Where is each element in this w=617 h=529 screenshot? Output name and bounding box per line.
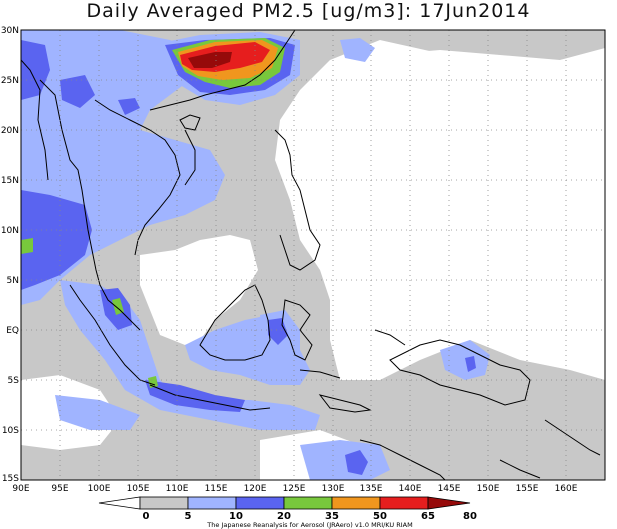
lon-label: 115E: [205, 484, 228, 494]
colorbar-segment: [331, 496, 381, 510]
colorbar: 0 5 10 20 35 50 65 80: [98, 496, 477, 522]
lon-label: 145E: [438, 484, 461, 494]
lat-label: 10S: [2, 426, 19, 436]
lon-label: 100E: [88, 484, 111, 494]
lat-label: 15S: [2, 474, 19, 484]
colorbar-segment: [283, 496, 333, 510]
band-10-20-new-guinea: [440, 340, 490, 380]
band-10-20-south: [300, 440, 390, 480]
colorbar-label: 5: [185, 511, 192, 522]
band-10-20-sea-west: [55, 395, 140, 430]
colorbar-label: 0: [143, 511, 150, 522]
colorbar-label: 65: [421, 511, 435, 522]
colorbar-segment: [379, 496, 429, 510]
colorbar-label: 50: [373, 511, 387, 522]
band-35-50-west: [21, 238, 33, 254]
lat-label: EQ: [6, 326, 19, 336]
graticule: [21, 30, 605, 480]
lat-label: 5S: [8, 376, 20, 386]
coastlines: [21, 30, 601, 480]
band-10-20-china-small: [340, 38, 375, 62]
band-20-35-west: [21, 190, 92, 290]
lon-label: 135E: [360, 484, 383, 494]
clean-ocean-pacific: [300, 50, 605, 350]
band-20-35-myanmar: [60, 75, 95, 108]
colorbar-max-triangle: [427, 496, 471, 510]
lon-label: 160E: [555, 484, 578, 494]
colorbar-segment: [235, 496, 285, 510]
colorbar-label: 20: [277, 511, 291, 522]
lon-label: 105E: [127, 484, 150, 494]
band-20-35-sulawesi: [268, 318, 288, 345]
lat-label: 20N: [1, 126, 19, 136]
lon-labels: 90E 95E 100E 105E 110E 115E 120E 125E 13…: [12, 484, 577, 494]
colorbar-label: 35: [325, 511, 339, 522]
band-20-35-gulf: [118, 98, 140, 115]
lat-label: 15N: [1, 176, 19, 186]
band-20-35-north-west: [21, 40, 50, 100]
lat-label: 5N: [7, 276, 19, 286]
lon-label: 125E: [283, 484, 306, 494]
lon-label: 130E: [322, 484, 345, 494]
lon-label: 150E: [477, 484, 500, 494]
lon-label: 90E: [12, 484, 29, 494]
lat-label: 25N: [1, 76, 19, 86]
lon-label: 155E: [516, 484, 539, 494]
clean-ocean-west: [140, 235, 258, 345]
band-20-35-timor: [345, 450, 368, 475]
colorbar-segment: [139, 496, 189, 510]
map-title: Daily Averaged PM2.5 [ug/m3]: 17Jun2014: [86, 0, 531, 22]
lat-label: 30N: [1, 26, 19, 36]
lon-label: 110E: [166, 484, 189, 494]
lon-label: 120E: [244, 484, 267, 494]
band-80-plus-china: [188, 52, 232, 68]
credit-line: The Japanese Reanalysis for Aerosol (JRA…: [206, 521, 412, 529]
lat-label: 10N: [1, 226, 19, 236]
colorbar-min-triangle: [98, 496, 141, 510]
band-20-35-new-guinea: [465, 356, 476, 372]
plot-frame: [20, 29, 606, 481]
lat-labels: 30N 25N 20N 15N 10N 5N EQ 5S 10S 15S: [1, 26, 19, 484]
colorbar-label: 80: [463, 511, 477, 522]
lon-label: 140E: [399, 484, 422, 494]
lon-label: 95E: [51, 484, 68, 494]
colorbar-label: 10: [229, 511, 243, 522]
colorbar-segment: [187, 496, 237, 510]
